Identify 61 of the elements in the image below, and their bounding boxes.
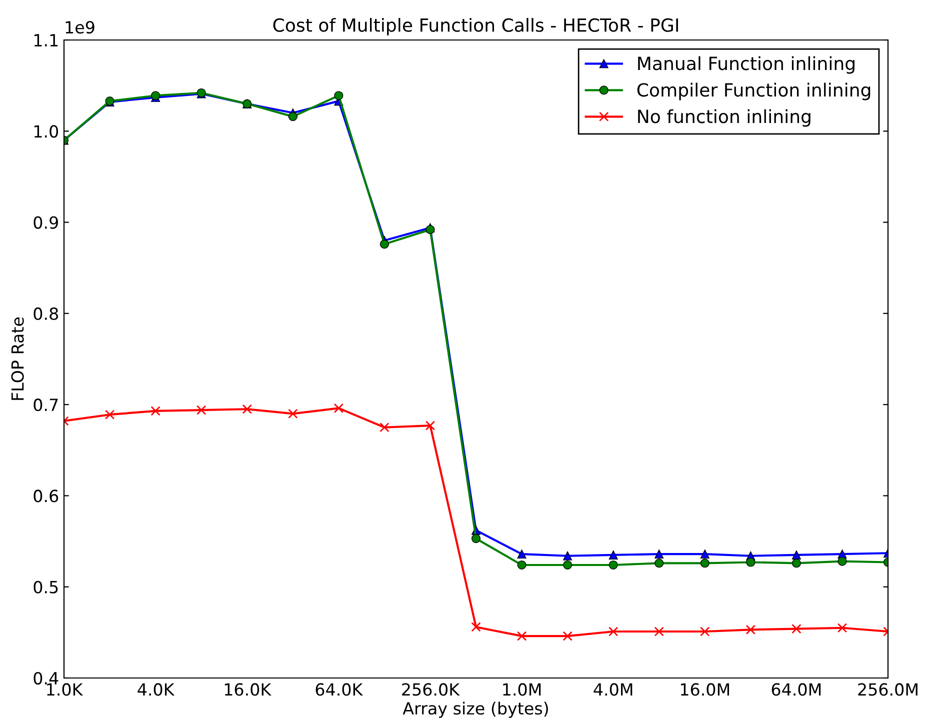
point <box>838 556 847 566</box>
x-tick-label: 256.0M <box>858 683 918 696</box>
y-tick-label: 0.7 <box>34 398 58 412</box>
point <box>516 631 527 641</box>
point <box>196 405 206 415</box>
legend-label: No function inlining <box>638 109 810 127</box>
point <box>288 408 298 419</box>
point <box>700 550 710 559</box>
point <box>608 560 618 570</box>
point <box>746 558 756 567</box>
point <box>792 558 801 568</box>
point <box>654 626 664 636</box>
point <box>608 626 618 636</box>
y-tick-label: 0.9 <box>34 216 58 229</box>
point <box>562 631 572 641</box>
point <box>517 550 526 559</box>
point <box>563 560 572 570</box>
x-axis-title: Array size (bytes) <box>402 702 548 718</box>
x-tick-label: 16.0K <box>224 683 272 696</box>
x-tick-label: 16.0M <box>680 683 730 696</box>
point <box>242 404 252 414</box>
y-axis-title: FLOP Rate <box>11 317 24 400</box>
y-tick-label: 0.8 <box>34 307 58 320</box>
x-tick-label: 64.0M <box>772 683 821 696</box>
point <box>425 420 436 430</box>
point <box>334 91 344 100</box>
point <box>746 624 756 635</box>
x-tick-label: 1.0M <box>503 683 541 696</box>
x-tick-label: 1.0K <box>47 683 84 696</box>
x-tick-label: 256.0K <box>402 683 460 696</box>
point <box>654 558 664 568</box>
point <box>150 406 160 416</box>
point <box>654 550 664 559</box>
x-tick-label: 4.0K <box>138 683 175 696</box>
x-tick-label: 64.0K <box>316 683 364 696</box>
legend-label: Manual Function inlining <box>638 56 854 74</box>
y-tick-label: 0.5 <box>34 580 58 594</box>
point <box>471 622 481 632</box>
point <box>517 560 526 570</box>
y-tick-label: 0.4 <box>34 672 58 685</box>
point <box>792 550 801 560</box>
point <box>426 225 435 234</box>
point <box>471 534 481 544</box>
text: 1e9 <box>66 20 94 34</box>
point <box>380 240 389 249</box>
point <box>563 551 572 560</box>
point <box>380 422 390 432</box>
point <box>334 403 344 414</box>
point <box>104 410 115 420</box>
point <box>700 558 710 568</box>
point <box>837 623 848 633</box>
y-tick-label: 1.1 <box>34 34 58 46</box>
x-tick-label: 4.0M <box>594 683 632 696</box>
point <box>288 112 298 122</box>
point <box>792 624 802 634</box>
point <box>700 626 710 636</box>
legend-label: Compiler Function inlining <box>637 82 870 100</box>
y-tick-label: 0.6 <box>34 490 58 502</box>
y-tick-label: 1.0 <box>34 125 58 138</box>
chart-title: Cost of Multiple Function Calls - HECToR - PGI <box>273 18 678 36</box>
point <box>608 550 618 560</box>
